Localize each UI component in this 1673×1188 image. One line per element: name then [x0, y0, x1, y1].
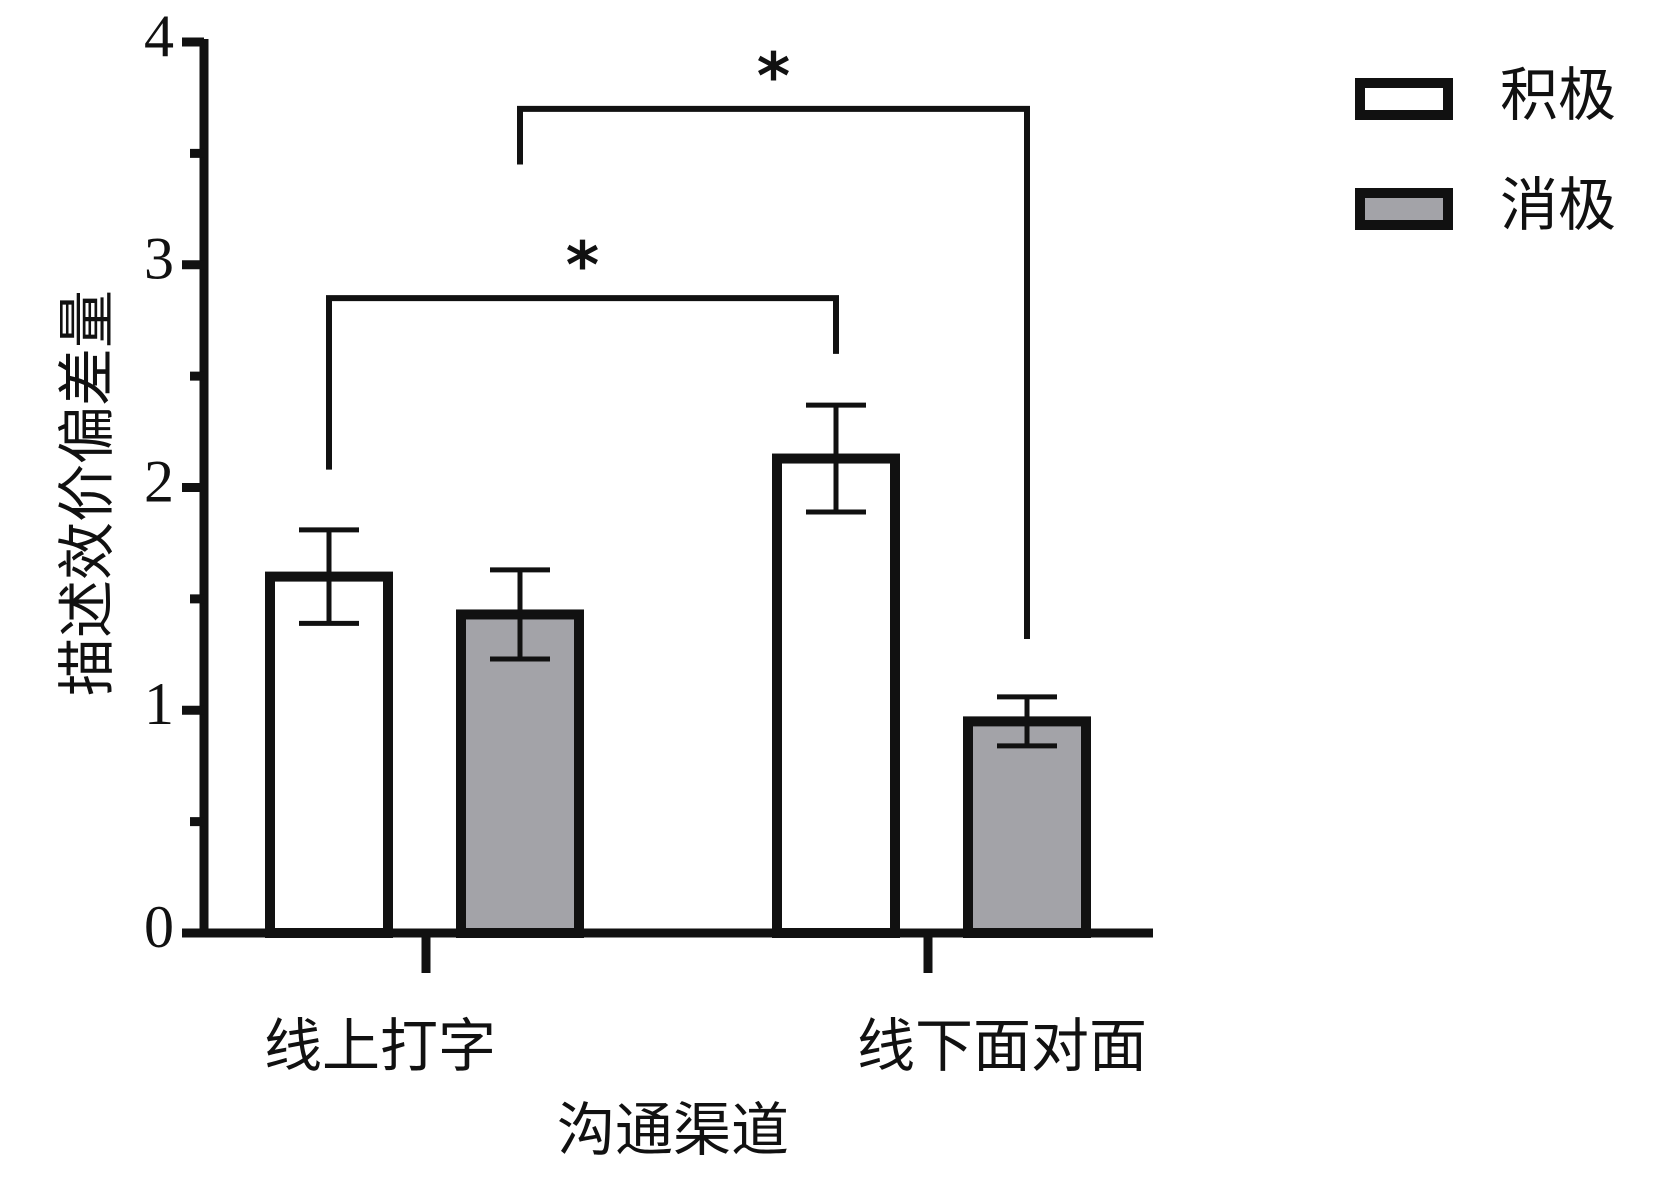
y-tick-label: 2	[144, 448, 174, 514]
x-axis-label: 沟通渠道	[557, 1096, 789, 1164]
y-tick-label: 1	[144, 671, 174, 737]
legend-swatch	[1355, 78, 1453, 120]
error-bar	[806, 402, 866, 515]
bar	[772, 453, 900, 938]
x-tick-label: 线上打字	[264, 1012, 496, 1080]
significance-bracket	[517, 105, 1030, 639]
y-tick-label: 0	[144, 894, 174, 960]
y-axis-label: 描述效价偏差量	[53, 290, 121, 696]
y-tick-label: 4	[144, 3, 174, 69]
legend-swatch	[1355, 188, 1453, 230]
bar	[265, 571, 393, 938]
error-bar	[997, 694, 1057, 749]
significance-label: *	[757, 40, 790, 114]
bar	[963, 716, 1091, 939]
x-tick-label: 线下面对面	[857, 1012, 1147, 1080]
bar	[456, 609, 584, 939]
legend-label: 积极	[1500, 61, 1616, 129]
significance-label: *	[566, 230, 599, 304]
y-tick-label: 3	[144, 226, 174, 292]
error-bar	[490, 567, 550, 662]
error-bar	[299, 527, 359, 626]
significance-bracket	[326, 295, 839, 470]
legend-label: 消极	[1500, 171, 1616, 239]
